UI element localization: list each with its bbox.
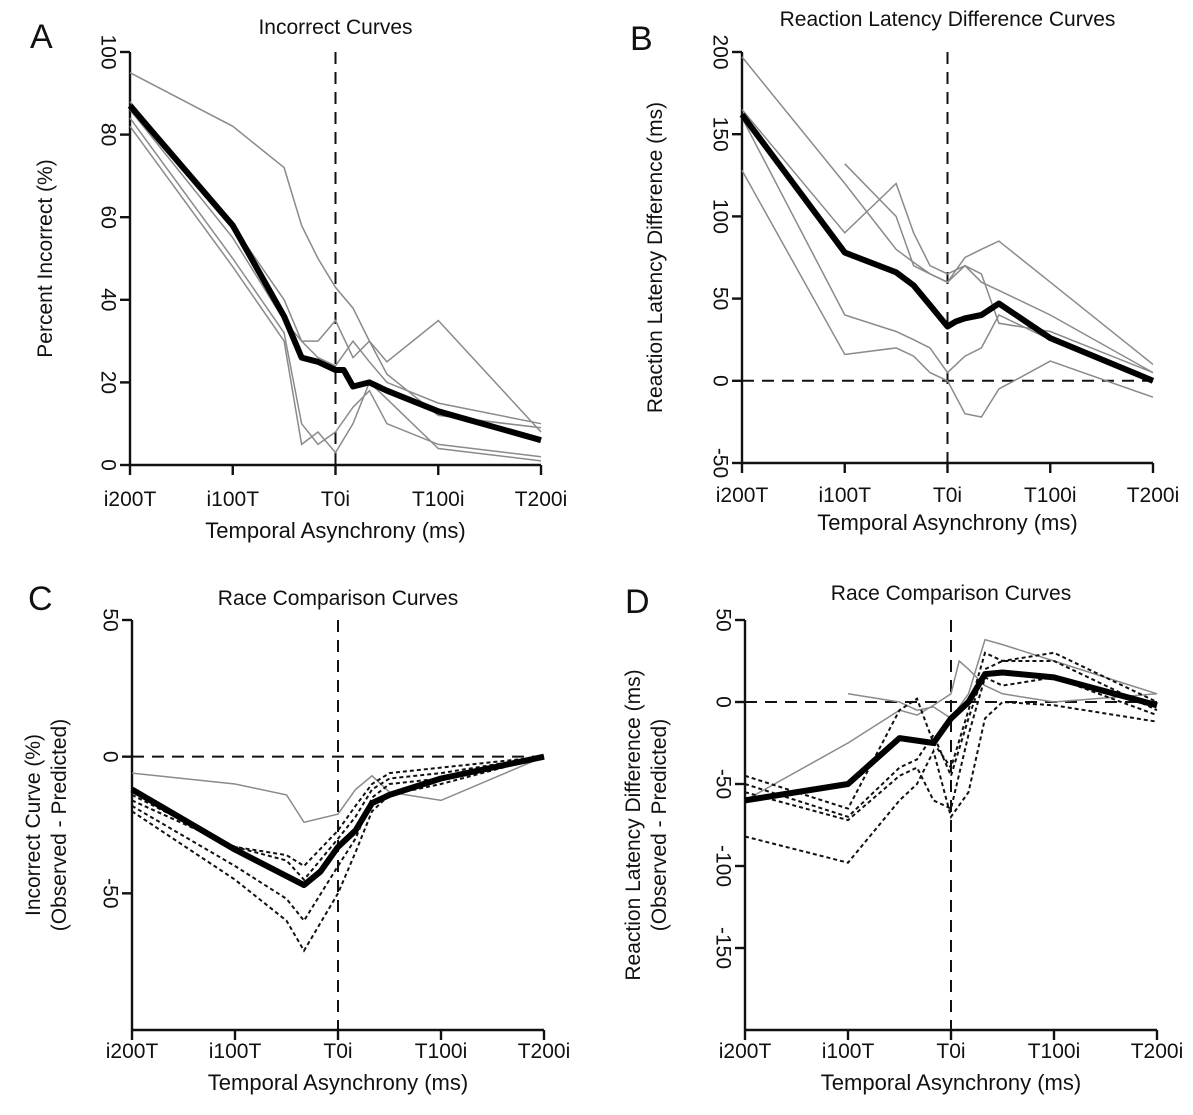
panel-a-y-tick-label: 60 (97, 206, 120, 229)
panel-b-y-tick-label: 100 (709, 199, 732, 234)
panel-a-x-tick-label: T0i (321, 488, 350, 511)
panel-a-title: Incorrect Curves (258, 16, 412, 39)
panel-c-y-tick-label: -50 (99, 878, 122, 908)
panel-c-y-tick-label: 0 (99, 751, 122, 763)
panel-d-y-tick-label: -50 (712, 769, 735, 799)
panel-c-x-tick-label: T0i (323, 1040, 352, 1063)
panel-a-y-label: Percent Incorrect (%) (34, 159, 57, 357)
panel-a-x-tick-label: T200i (515, 488, 568, 511)
panel-a-series-gray-2 (129, 109, 542, 433)
panel-a-y-tick-label: 20 (97, 371, 120, 394)
panel-d-series-dotted-3 (744, 660, 1158, 818)
panel-c-x-label: Temporal Asynchrony (ms) (208, 1070, 468, 1095)
panel-d-x-tick-label: T100i (1028, 1040, 1081, 1063)
panel-b-y-tick-label: 150 (709, 117, 732, 152)
panel-b-letter: B (630, 20, 653, 58)
panel-a-y-tick-label: 0 (97, 459, 120, 471)
panel-c-x-tick-label: i200T (106, 1040, 159, 1063)
panel-d-x-label: Temporal Asynchrony (ms) (821, 1070, 1081, 1095)
panel-d-series-dotted-4 (744, 675, 1158, 822)
panel-b-x-tick-label: i100T (818, 484, 871, 507)
panel-d-x-tick-label: i100T (822, 1040, 875, 1063)
panel-c-y-label-2: (Observed - Predicted) (48, 719, 71, 931)
panel-c-series-dotted-1 (131, 755, 545, 868)
panel-d-y-tick-label: -150 (712, 927, 735, 969)
panel-d-series-gray-0 (744, 659, 1158, 802)
panel-d-y-label-2: (Observed - Predicted) (648, 719, 671, 931)
panel-c-x-tick-label: T200i (518, 1040, 571, 1063)
panel-b-y-tick-label: -50 (709, 448, 732, 478)
panel-d-y-label: Reaction Latency Difference (ms) (622, 669, 645, 980)
panel-c: C Race Comparison Curves -50 0 50 i200T i100T T… (22, 580, 570, 1095)
panel-d-series-dotted-5 (744, 700, 1158, 864)
panel-b-series-gray-4 (844, 163, 1154, 374)
panel-a-letter: A (30, 18, 53, 56)
panel-a-series-mean-5 (127, 103, 542, 444)
panel-a-series-gray-0 (129, 72, 542, 429)
panel-b-x-tick-label: T0i (933, 484, 962, 507)
panel-b-y-tick-label: 200 (709, 34, 732, 69)
panel-c-series-dotted-3 (131, 755, 545, 923)
panel-b: B Reaction Latency Difference Curves -50 0 5… (630, 8, 1179, 535)
panel-a-x-tick-label: i200T (104, 488, 157, 511)
panel-d-y-tick-label: 0 (712, 696, 735, 708)
panel-c-y-tick-label: 50 (99, 608, 122, 631)
panel-b-series-mean-5 (739, 112, 1155, 384)
panel-c-x-tick-label: T100i (415, 1040, 468, 1063)
panel-b-x-tick-label: i200T (716, 484, 769, 507)
panel-b-y-label: Reaction Latency Difference (ms) (644, 102, 667, 413)
panel-b-series-gray-3 (741, 170, 1154, 418)
panel-c-series-gray-0 (131, 756, 545, 824)
panel-a-series-gray-1 (129, 101, 542, 425)
panel-a: A Incorrect Curves 0 20 40 60 80 100 i200T i100T T… (30, 16, 567, 543)
panel-d-letter: D (625, 583, 650, 621)
panel-d-y-tick-label: -100 (712, 845, 735, 887)
panel-b-series-gray-2 (741, 117, 1154, 382)
panel-c-x-tick-label: i100T (209, 1040, 262, 1063)
panel-d-series-dotted-2 (744, 651, 1158, 810)
panel-d-series-mean-6 (744, 669, 1158, 804)
panel-a-x-label: Temporal Asynchrony (ms) (205, 518, 465, 543)
panel-c-series-dotted-2 (131, 755, 545, 882)
panel-d-title: Race Comparison Curves (831, 582, 1071, 605)
panel-c-y-label: Incorrect Curve (%) (22, 734, 45, 916)
panel-c-letter: C (28, 580, 53, 618)
panel-b-y-tick-label: 50 (709, 287, 732, 310)
panel-c-title: Race Comparison Curves (218, 587, 458, 610)
panel-b-x-label: Temporal Asynchrony (ms) (817, 510, 1077, 535)
panel-d-x-tick-label: i200T (719, 1040, 772, 1063)
panel-b-title: Reaction Latency Difference Curves (780, 8, 1116, 31)
panel-b-y-tick-label: 0 (709, 375, 732, 387)
panel-b-x-tick-label: T200i (1127, 484, 1180, 507)
panel-d: D Race Comparison Curves -150 -100 -50 0 50 i20… (622, 582, 1183, 1095)
panel-a-y-tick-label: 80 (97, 123, 120, 146)
panel-c-series-mean-5 (130, 753, 545, 889)
panel-d-x-tick-label: T200i (1131, 1040, 1184, 1063)
panel-d-series-gray-1 (847, 638, 1158, 720)
panel-a-x-tick-label: T100i (412, 488, 465, 511)
panel-d-y-tick-label: 50 (712, 608, 735, 631)
panel-a-series-gray-3 (129, 117, 542, 458)
panel-b-x-tick-label: T100i (1024, 484, 1077, 507)
panel-a-series-gray-4 (129, 125, 542, 462)
panel-d-x-tick-label: T0i (936, 1040, 965, 1063)
panel-a-x-tick-label: i100T (206, 488, 259, 511)
panel-a-y-tick-label: 100 (97, 34, 120, 69)
panel-a-y-tick-label: 40 (97, 288, 120, 311)
